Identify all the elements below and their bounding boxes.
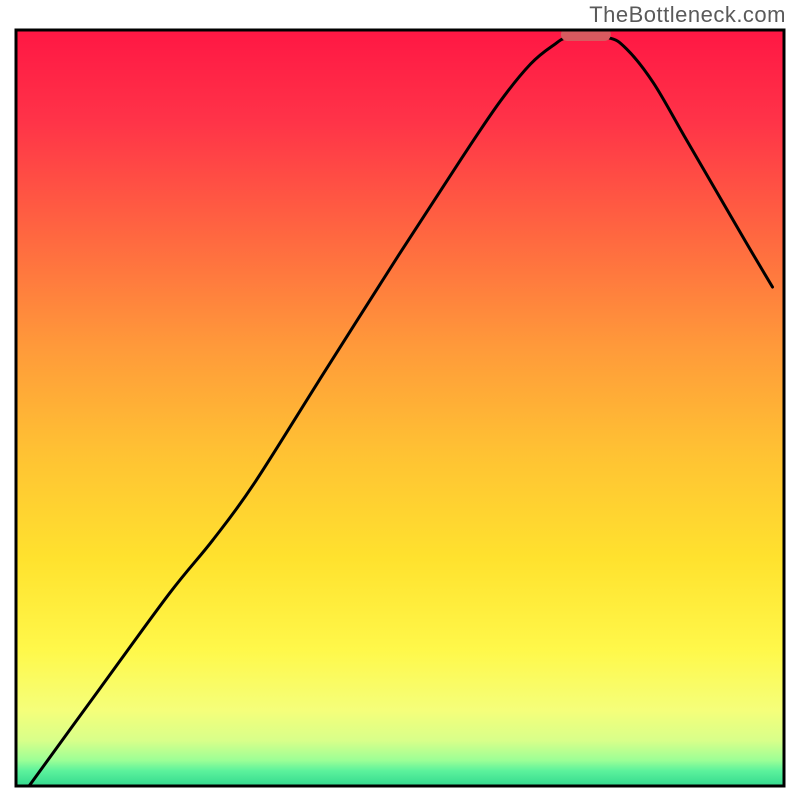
bottleneck-chart <box>0 0 800 800</box>
watermark-text: TheBottleneck.com <box>589 2 786 28</box>
chart-container: TheBottleneck.com <box>0 0 800 800</box>
gradient-background <box>16 30 784 786</box>
